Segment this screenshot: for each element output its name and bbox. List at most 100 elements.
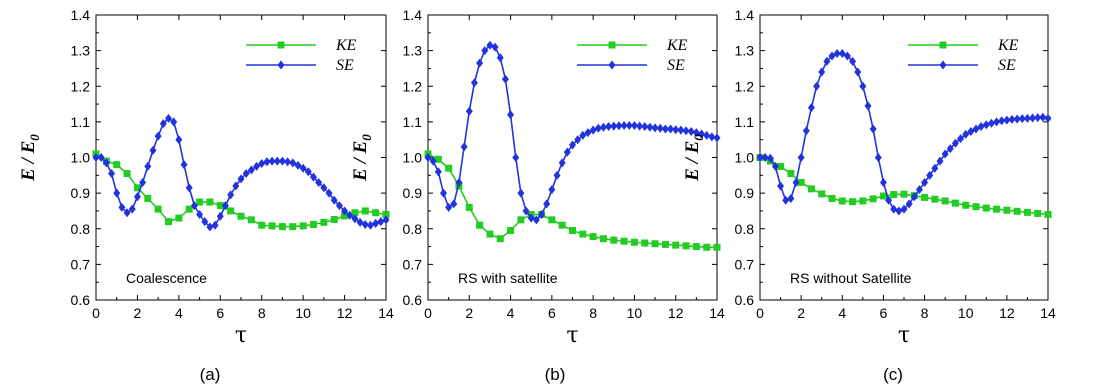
series-se-point: [838, 48, 846, 58]
x-tick-label: 8: [258, 305, 266, 321]
y-tick-label: 1.2: [735, 78, 755, 94]
legend-se-label: SE: [667, 57, 685, 74]
series-se-point: [522, 206, 530, 216]
series-se-point: [1029, 113, 1037, 123]
series-se-point: [429, 156, 437, 166]
series-ke-point: [713, 243, 721, 251]
y-tick-label: 1.3: [403, 43, 423, 59]
y-axis-title-subscript: 0: [359, 134, 374, 141]
series-se-point: [216, 211, 224, 221]
series-ke-point: [787, 170, 795, 178]
series-se-point: [190, 201, 198, 211]
legend-se-marker: [608, 60, 616, 70]
series-se-point: [97, 153, 105, 162]
series-se-point: [507, 110, 515, 120]
series-ke-point: [703, 243, 711, 251]
legend-ke-marker: [608, 41, 616, 49]
series-ke-point: [434, 155, 442, 163]
series-ke-point: [299, 222, 307, 230]
series-se-point: [692, 128, 700, 138]
series-se-point: [630, 120, 638, 130]
y-axis-title: E / E0: [682, 134, 706, 182]
series-se-point: [113, 188, 121, 198]
series-se-point: [284, 157, 292, 167]
series-ke-point: [476, 221, 484, 229]
series-se-point: [315, 177, 323, 187]
series-ke-point: [620, 237, 628, 245]
series-ke-point: [517, 216, 525, 224]
series-ke-point: [859, 197, 867, 205]
y-tick-label: 0.7: [403, 256, 423, 272]
y-tick-label: 0.9: [403, 185, 423, 201]
x-tick-label: 6: [548, 305, 556, 321]
series-ke-point: [807, 185, 815, 193]
series-se-point: [465, 106, 473, 116]
series-se-point: [439, 188, 447, 198]
series-se-point: [828, 51, 836, 61]
series-se-point: [258, 159, 266, 169]
series-se-point: [346, 210, 354, 220]
series-se-point: [496, 53, 504, 63]
series-se-point: [351, 214, 359, 224]
x-tick-label: 14: [709, 305, 725, 321]
series-se-point: [667, 124, 675, 134]
x-tick-label: 8: [921, 305, 929, 321]
series-se-point: [123, 208, 131, 218]
series-ke-point: [154, 205, 162, 213]
series-se-point: [455, 177, 463, 187]
x-tick-label: 4: [838, 305, 846, 321]
series-se-point: [165, 113, 172, 123]
series-ke-point: [661, 240, 669, 248]
series-se-point: [139, 177, 147, 187]
x-tick-label: 2: [134, 305, 142, 321]
series-se-point: [890, 204, 898, 214]
series-se-point: [605, 122, 613, 132]
y-tick-label: 1.2: [403, 78, 423, 94]
y-tick-label: 1.1: [735, 114, 755, 130]
series-se-point: [434, 167, 442, 177]
series-ke-point: [828, 194, 836, 202]
series-se-point: [761, 153, 769, 162]
series-se-point: [579, 130, 587, 140]
series-se-point: [756, 153, 764, 162]
series-se-point: [180, 160, 188, 170]
series-ke-point: [175, 214, 183, 222]
series-se-point: [782, 195, 790, 205]
series-se-point: [946, 144, 954, 154]
series-ke-point: [869, 195, 877, 203]
series-ke-point: [133, 184, 141, 192]
series-se-point: [874, 153, 882, 162]
series-se-point: [263, 157, 271, 167]
y-axis-title-subscript: 0: [691, 134, 706, 141]
series-se-point: [987, 118, 995, 128]
x-tick-label: 0: [424, 305, 432, 321]
y-tick-label: 0.6: [71, 292, 91, 308]
x-tick-label: 4: [175, 305, 183, 321]
series-se-point: [294, 160, 302, 170]
series-se-point: [512, 153, 520, 162]
series-ke-point: [310, 220, 317, 228]
series-ke-point: [777, 162, 785, 170]
series-ke-point: [569, 227, 576, 235]
series-se-point: [1044, 113, 1052, 123]
series-ke-point: [216, 202, 224, 210]
series-ke-point: [558, 221, 566, 229]
series-ke-point: [692, 243, 700, 251]
series-se-point: [154, 131, 162, 141]
series-se-point: [450, 199, 458, 209]
x-tick-label: 6: [216, 305, 224, 321]
y-axis-title-main: E / E: [350, 141, 371, 182]
series-se-point: [967, 126, 975, 136]
series-ke-point: [890, 191, 898, 199]
series-se-point: [268, 156, 276, 166]
y-tick-label: 1.3: [71, 43, 91, 59]
series-se-point: [879, 177, 887, 187]
series-se-point: [698, 129, 706, 139]
y-axis-title: E / E0: [350, 134, 374, 182]
x-tick-label: 12: [999, 305, 1015, 321]
series-ke-point: [921, 193, 929, 201]
series-ke-point: [496, 235, 504, 243]
x-tick-label: 0: [92, 305, 100, 321]
series-ke-point: [445, 164, 453, 172]
y-tick-label: 1.0: [403, 150, 423, 166]
